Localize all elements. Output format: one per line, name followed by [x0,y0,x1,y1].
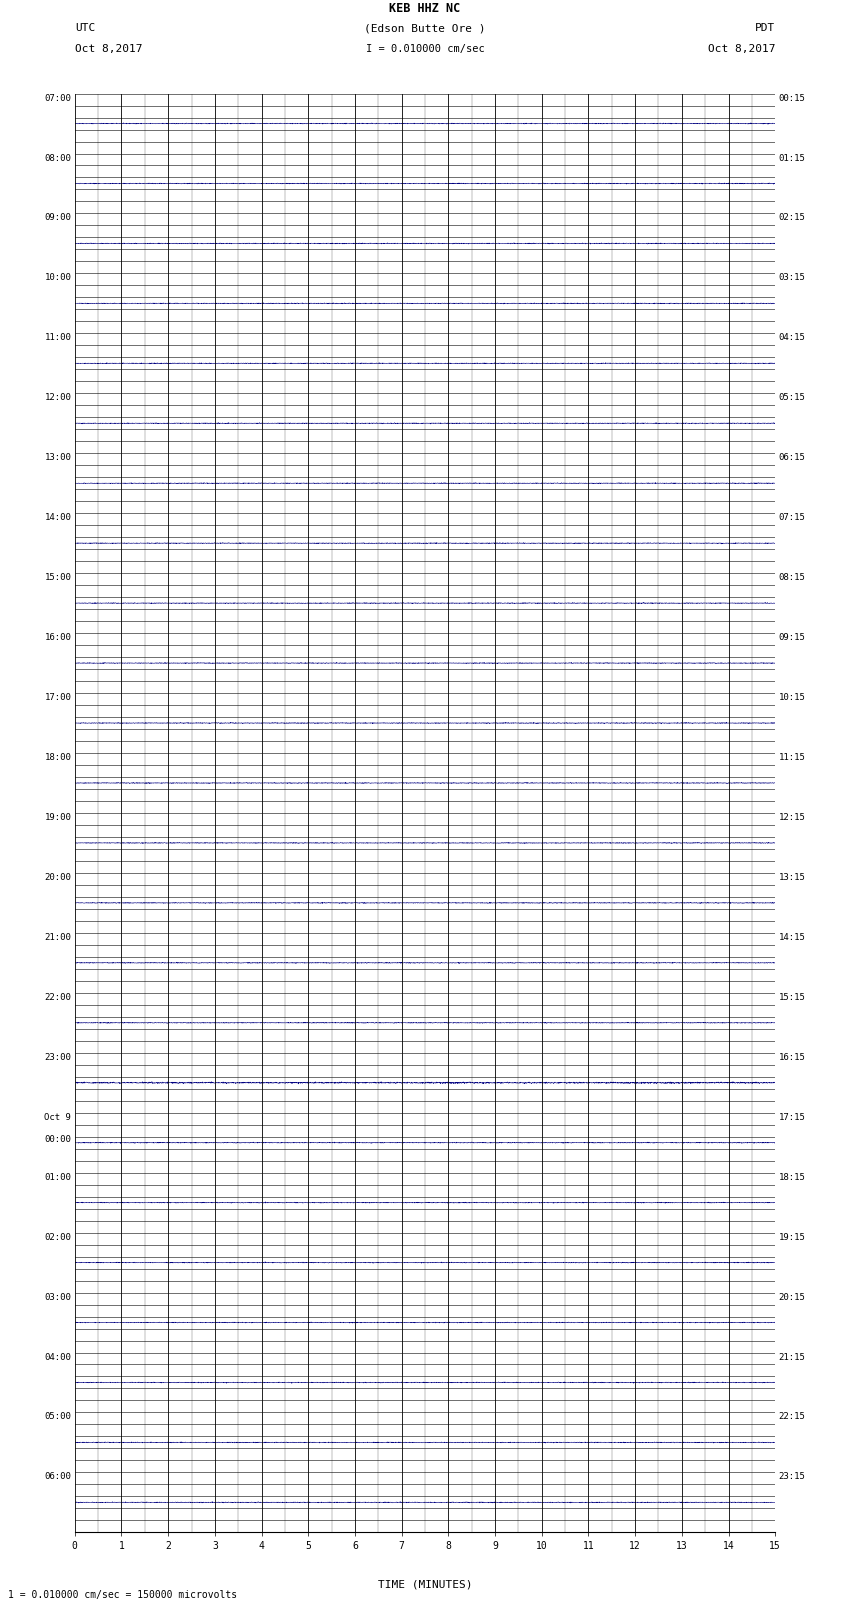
Text: 12:15: 12:15 [779,813,806,823]
Text: 10:15: 10:15 [779,694,806,702]
Text: 05:00: 05:00 [44,1413,71,1421]
Text: 22:15: 22:15 [779,1413,806,1421]
Text: 17:00: 17:00 [44,694,71,702]
Text: 01:15: 01:15 [779,153,806,163]
Text: PDT: PDT [755,24,775,34]
Text: TIME (MINUTES): TIME (MINUTES) [377,1579,473,1590]
Text: 09:15: 09:15 [779,632,806,642]
Text: 15:15: 15:15 [779,992,806,1002]
Text: 06:00: 06:00 [44,1473,71,1481]
Text: 03:00: 03:00 [44,1292,71,1302]
Text: 07:15: 07:15 [779,513,806,523]
Text: 11:00: 11:00 [44,334,71,342]
Text: 23:00: 23:00 [44,1053,71,1061]
Text: 16:00: 16:00 [44,632,71,642]
Text: 11:15: 11:15 [779,753,806,761]
Text: 03:15: 03:15 [779,273,806,282]
Text: 09:00: 09:00 [44,213,71,223]
Text: 14:15: 14:15 [779,932,806,942]
Text: 20:00: 20:00 [44,873,71,882]
Text: 00:15: 00:15 [779,94,806,103]
Text: 22:00: 22:00 [44,992,71,1002]
Text: 05:15: 05:15 [779,394,806,402]
Text: 13:00: 13:00 [44,453,71,463]
Text: KEB HHZ NC: KEB HHZ NC [389,3,461,16]
Text: 07:00: 07:00 [44,94,71,103]
Text: 1 = 0.010000 cm/sec = 150000 microvolts: 1 = 0.010000 cm/sec = 150000 microvolts [8,1590,238,1600]
Text: 18:15: 18:15 [779,1173,806,1182]
Text: 20:15: 20:15 [779,1292,806,1302]
Text: 02:15: 02:15 [779,213,806,223]
Text: 13:15: 13:15 [779,873,806,882]
Text: 06:15: 06:15 [779,453,806,463]
Text: 17:15: 17:15 [779,1113,806,1121]
Text: I = 0.010000 cm/sec: I = 0.010000 cm/sec [366,44,484,55]
Text: 00:00: 00:00 [44,1136,71,1145]
Text: 04:00: 04:00 [44,1352,71,1361]
Text: 01:00: 01:00 [44,1173,71,1182]
Text: 08:00: 08:00 [44,153,71,163]
Text: 10:00: 10:00 [44,273,71,282]
Text: Oct 9: Oct 9 [44,1113,71,1121]
Text: Oct 8,2017: Oct 8,2017 [708,44,775,55]
Text: 18:00: 18:00 [44,753,71,761]
Text: 08:15: 08:15 [779,573,806,582]
Text: 12:00: 12:00 [44,394,71,402]
Text: 14:00: 14:00 [44,513,71,523]
Text: 23:15: 23:15 [779,1473,806,1481]
Text: 19:00: 19:00 [44,813,71,823]
Text: 16:15: 16:15 [779,1053,806,1061]
Text: UTC: UTC [75,24,95,34]
Text: 19:15: 19:15 [779,1232,806,1242]
Text: (Edson Butte Ore ): (Edson Butte Ore ) [365,24,485,34]
Text: 21:00: 21:00 [44,932,71,942]
Text: 04:15: 04:15 [779,334,806,342]
Text: 15:00: 15:00 [44,573,71,582]
Text: Oct 8,2017: Oct 8,2017 [75,44,142,55]
Text: 02:00: 02:00 [44,1232,71,1242]
Text: 21:15: 21:15 [779,1352,806,1361]
